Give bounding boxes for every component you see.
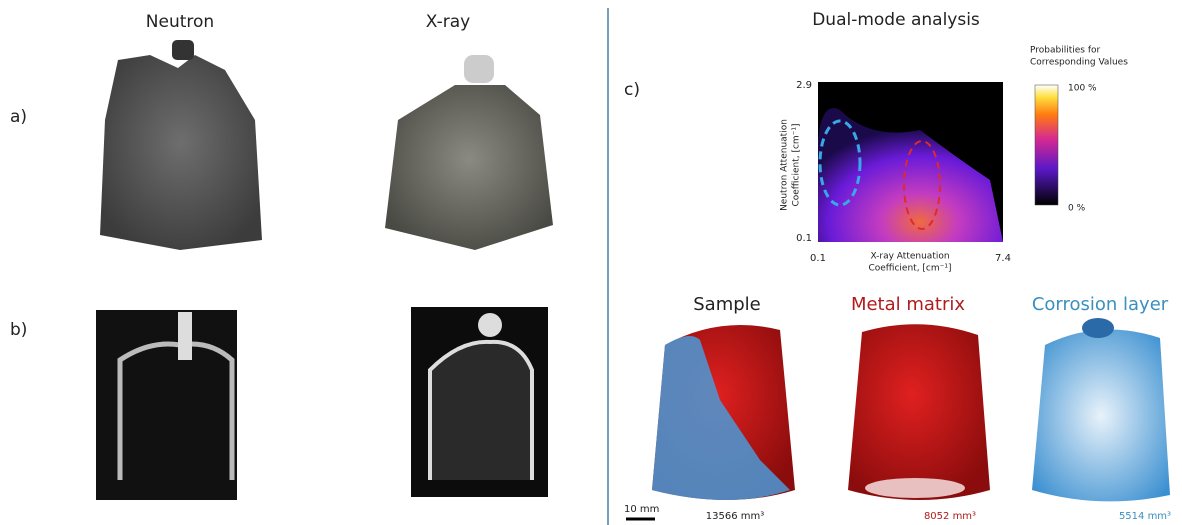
panel-label: b) [10,320,27,340]
axis-label: 7.4 [995,253,1011,264]
heatmap [818,82,1003,242]
render-title: Corrosion layer [1032,294,1169,315]
corrosion-render [1032,318,1170,501]
colorbar [1035,85,1058,205]
render-title: Metal matrix [851,294,965,315]
xray-render [385,55,553,250]
neutron-slice [96,310,237,500]
colorbar-title: Probabilities for [1030,46,1101,56]
metal-render [848,324,990,500]
axis-label: 0.1 [796,233,812,244]
axis-title: Neutron Attenuation [780,119,790,211]
render-title: Sample [693,294,761,315]
scale-bar-label: 10 mm [624,504,659,515]
axis-title: Coefficient, [cm⁻¹] [792,123,802,206]
sample-render [652,325,795,500]
column-title: X-ray [426,12,470,32]
column-title: Neutron [146,12,214,32]
axis-title: X-ray Attenuation [870,252,949,262]
volume-label: 13566 mm³ [706,511,764,522]
colorbar-label: 100 % [1068,84,1097,94]
column-title: Dual-mode analysis [812,10,980,30]
figure: Neutron X-ray Dual-mode analysis a) b) c… [0,0,1182,525]
panel-label: c) [624,80,640,100]
axis-title: Coefficient, [cm⁻¹] [868,264,951,274]
volume-label: 5514 mm³ [1119,511,1171,522]
colorbar-title: Corresponding Values [1030,58,1128,68]
volume-label: 8052 mm³ [924,511,976,522]
panel-label: a) [10,107,27,127]
axis-label: 2.9 [796,80,812,91]
xray-slice [411,307,548,497]
neutron-render [100,40,262,250]
axis-label: 0.1 [810,253,826,264]
colorbar-label: 0 % [1068,204,1086,214]
